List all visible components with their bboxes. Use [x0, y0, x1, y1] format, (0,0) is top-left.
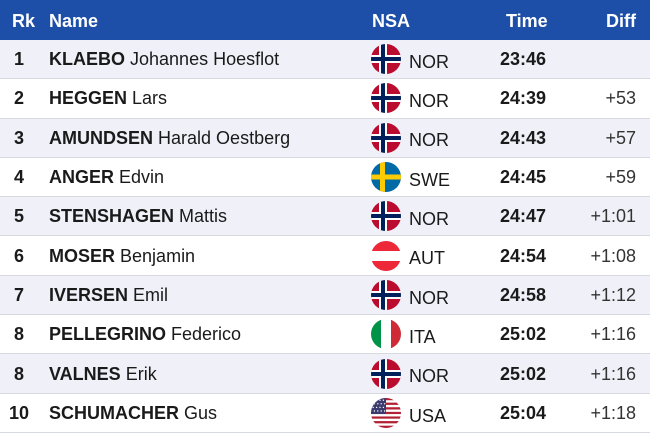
table-row[interactable]: 4 ANGER Edvin SWE 24:45 +59 — [0, 157, 650, 198]
athlete-first-name: Lars — [132, 88, 168, 109]
header-name[interactable]: Name — [49, 11, 99, 31]
rank-cell: 4 — [13, 167, 24, 188]
nsa-code: NOR — [409, 287, 449, 308]
norway-flag-icon — [371, 201, 401, 232]
rank-cell: 10 — [8, 402, 30, 423]
nsa-code: SWE — [409, 169, 451, 190]
table-row[interactable]: 8 PELLEGRINO Federico ITA 25:02 +1:16 — [0, 315, 650, 355]
table-row[interactable]: 2 HEGGEN Lars NOR 24:39 +53 — [0, 79, 650, 119]
table-row[interactable]: 1 KLAEBO Johannes Hoesflot NOR 23:46 — [0, 40, 650, 80]
nsa-code: ITA — [409, 326, 436, 347]
athlete-name[interactable]: ANGER Edvin — [49, 166, 164, 188]
athlete-last-name: ANGER — [49, 167, 115, 188]
rank-cell: 5 — [13, 206, 24, 227]
athlete-name[interactable]: STENSHAGEN Mattis — [49, 205, 227, 227]
table-row[interactable]: 10 SCHUMACHER Gus USA 25:04 +1:18 — [0, 393, 650, 433]
athlete-last-name: AMUNDSEN — [49, 127, 154, 148]
athlete-last-name: PELLEGRINO — [49, 324, 167, 345]
athlete-name[interactable]: KLAEBO Johannes Hoesflot — [49, 48, 279, 70]
diff-cell: +1:01 — [590, 206, 636, 227]
rank-cell: 1 — [13, 49, 24, 70]
time-cell: 24:54 — [500, 245, 547, 266]
time-cell: 24:43 — [500, 127, 547, 148]
athlete-first-name: Johannes Hoesflot — [130, 49, 280, 70]
table-header: Rk Name NSA Time Diff — [0, 0, 650, 40]
norway-flag-icon — [371, 279, 401, 310]
athlete-first-name: Erik — [125, 363, 157, 384]
athlete-name[interactable]: PELLEGRINO Federico — [49, 323, 241, 345]
nsa-code: NOR — [409, 91, 449, 112]
time-cell: 24:39 — [500, 88, 547, 109]
rank-cell: 2 — [13, 88, 24, 109]
austria-flag-icon — [371, 240, 401, 271]
diff-cell: +53 — [605, 88, 636, 109]
time-cell: 24:45 — [500, 167, 547, 188]
athlete-name[interactable]: HEGGEN Lars — [49, 87, 167, 109]
athlete-first-name: Emil — [133, 284, 169, 305]
norway-flag-icon — [371, 122, 401, 153]
nsa-code: NOR — [409, 366, 449, 387]
table-row[interactable]: 8 VALNES Erik NOR 25:02 +1:16 — [0, 354, 650, 394]
athlete-first-name: Benjamin — [120, 245, 196, 266]
athlete-first-name: Edvin — [119, 167, 165, 188]
usa-flag-icon — [371, 397, 401, 428]
athlete-first-name: Harald Oestberg — [158, 127, 291, 148]
athlete-name[interactable]: AMUNDSEN Harald Oestberg — [49, 127, 290, 149]
athlete-name[interactable]: IVERSEN Emil — [49, 284, 168, 306]
time-cell: 25:02 — [500, 324, 547, 345]
nsa-code: NOR — [409, 51, 449, 72]
athlete-first-name: Gus — [184, 402, 218, 423]
rank-cell: 8 — [13, 363, 24, 384]
norway-flag-icon — [371, 44, 401, 75]
rank-cell: 3 — [13, 127, 24, 148]
sweden-flag-icon — [371, 162, 401, 193]
norway-flag-icon — [371, 358, 401, 389]
time-cell: 25:04 — [500, 402, 547, 423]
athlete-last-name: KLAEBO — [49, 49, 125, 70]
nsa-code: AUT — [409, 248, 445, 269]
diff-cell: +1:16 — [590, 363, 636, 384]
athlete-last-name: STENSHAGEN — [49, 206, 175, 227]
header-nsa[interactable]: NSA — [372, 11, 411, 31]
rank-cell: 7 — [13, 284, 24, 305]
time-cell: 23:46 — [500, 49, 547, 70]
nsa-code: NOR — [409, 209, 449, 230]
norway-flag-icon — [371, 83, 401, 114]
rank-cell: 8 — [13, 324, 24, 345]
table-row[interactable]: 7 IVERSEN Emil NOR 24:58 +1:12 — [0, 275, 650, 316]
time-cell: 25:02 — [500, 363, 547, 384]
athlete-first-name: Mattis — [179, 206, 228, 227]
athlete-first-name: Federico — [171, 324, 242, 345]
diff-cell: +57 — [605, 127, 636, 148]
header-diff[interactable]: Diff — [606, 11, 636, 31]
athlete-last-name: VALNES — [49, 363, 121, 384]
diff-cell: +1:18 — [590, 402, 636, 423]
time-cell: 24:47 — [500, 206, 547, 227]
table-row[interactable]: 5 STENSHAGEN Mattis NOR 24:47 +1:01 — [0, 197, 650, 237]
results-body: 1 KLAEBO Johannes Hoesflot NOR 23:46 2 HEGGEN… — [0, 40, 650, 433]
time-cell: 24:58 — [500, 284, 547, 305]
table-row[interactable]: 3 AMUNDSEN Harald Oestberg NOR 24:43 +57 — [0, 118, 650, 158]
athlete-name[interactable]: SCHUMACHER Gus — [49, 402, 217, 424]
athlete-last-name: IVERSEN — [49, 284, 129, 305]
athlete-name[interactable]: MOSER Benjamin — [49, 245, 195, 267]
rank-cell: 6 — [13, 245, 24, 266]
athlete-name[interactable]: VALNES Erik — [49, 363, 157, 385]
nsa-code: NOR — [409, 130, 449, 151]
table-row[interactable]: 6 MOSER Benjamin AUT 24:54 +1:08 — [0, 236, 650, 276]
athlete-last-name: SCHUMACHER — [49, 402, 179, 423]
diff-cell: +1:08 — [590, 245, 636, 266]
diff-cell: +59 — [605, 167, 636, 188]
header-rank[interactable]: Rk — [12, 11, 36, 31]
athlete-last-name: MOSER — [49, 245, 116, 266]
italy-flag-icon — [371, 319, 401, 350]
header-time[interactable]: Time — [506, 11, 548, 31]
diff-cell: +1:16 — [590, 324, 636, 345]
diff-cell: +1:12 — [590, 284, 636, 305]
nsa-code: USA — [409, 405, 447, 426]
athlete-last-name: HEGGEN — [49, 88, 128, 109]
